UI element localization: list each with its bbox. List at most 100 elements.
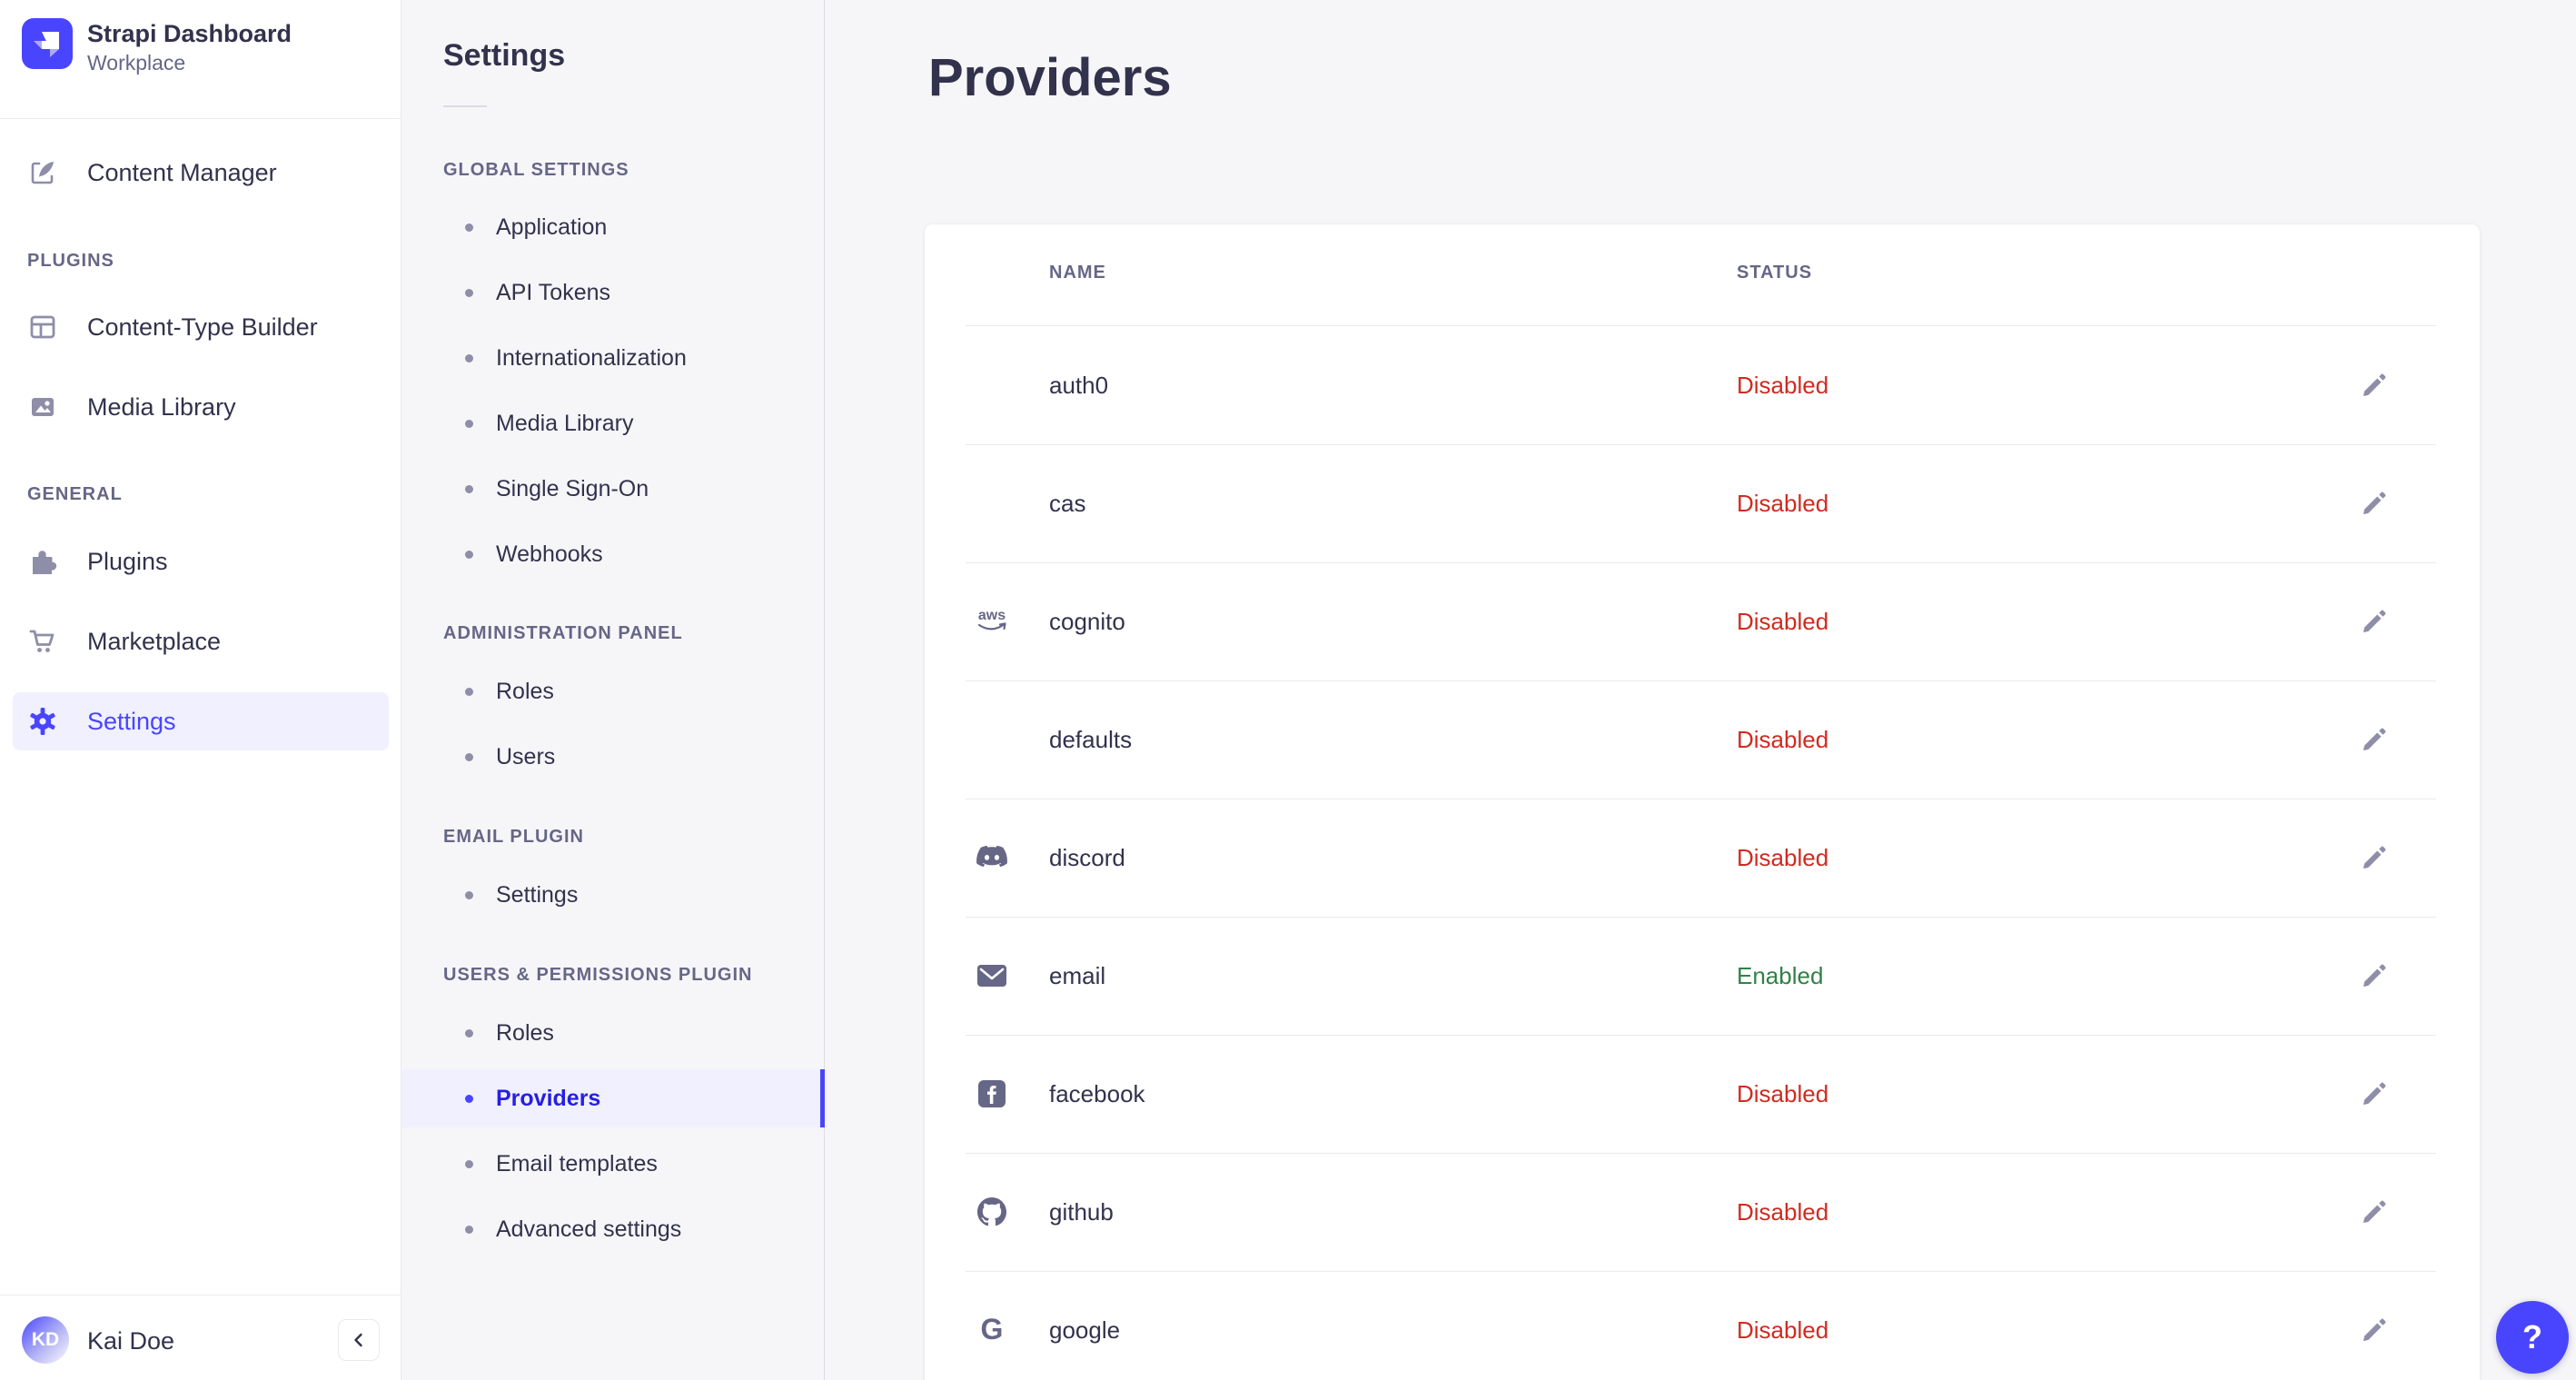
bullet-icon	[465, 1028, 473, 1037]
column-header-name: NAME	[1049, 263, 1106, 283]
table-row-auth0[interactable]: auth0 Disabled	[925, 326, 2480, 444]
bullet-icon	[465, 752, 473, 761]
subnav-item-admin-roles[interactable]: Roles	[401, 662, 825, 720]
edit-pencil-icon[interactable]	[2356, 368, 2391, 402]
edit-pencil-icon[interactable]	[2356, 722, 2391, 757]
edit-pencil-icon[interactable]	[2356, 840, 2391, 875]
bullet-icon	[465, 288, 473, 297]
question-mark-icon: ?	[2522, 1318, 2542, 1355]
subnav-item-up-roles[interactable]: Roles	[401, 1004, 825, 1062]
plugins-puzzle-icon	[27, 546, 58, 577]
row-divider	[966, 1271, 2436, 1272]
subnav-item-api-tokens[interactable]: API Tokens	[401, 263, 825, 322]
sidebar-item-content-type-builder[interactable]: Content-Type Builder	[0, 298, 401, 356]
sidebar-item-label: Media Library	[87, 392, 236, 421]
avatar-initials: KD	[31, 1329, 60, 1350]
subnav-item-admin-users[interactable]: Users	[401, 728, 825, 786]
svg-text:aws: aws	[978, 608, 1006, 623]
github-icon	[972, 1153, 1012, 1271]
content-manager-icon	[27, 157, 58, 188]
chevron-left-icon	[354, 1333, 362, 1347]
edit-pencil-icon[interactable]	[2356, 1195, 2391, 1229]
subnav-item-email-templates[interactable]: Email templates	[401, 1135, 825, 1193]
help-button[interactable]: ?	[2496, 1301, 2569, 1374]
edit-pencil-icon[interactable]	[2356, 1077, 2391, 1111]
subnav-item-email-settings[interactable]: Settings	[401, 866, 825, 924]
subnav-divider	[443, 105, 487, 107]
row-divider	[966, 1035, 2436, 1036]
table-row-facebook[interactable]: facebook Disabled	[925, 1035, 2480, 1153]
status-badge: Disabled	[1737, 1080, 1829, 1107]
sidebar-footer-divider	[0, 1295, 401, 1296]
table-row-discord[interactable]: discord Disabled	[925, 799, 2480, 917]
sidebar-item-label: Content-Type Builder	[87, 313, 318, 341]
subnav-title: Settings	[443, 38, 566, 73]
discord-icon	[972, 799, 1012, 917]
settings-subnav: Settings GLOBAL SETTINGS Application API…	[401, 0, 825, 1380]
table-row-cas[interactable]: cas Disabled	[925, 444, 2480, 562]
email-envelope-icon	[972, 917, 1012, 1035]
status-badge: Disabled	[1737, 1198, 1829, 1226]
subnav-item-providers[interactable]: Providers	[401, 1069, 825, 1127]
content-type-builder-icon	[27, 312, 58, 343]
marketplace-cart-icon	[27, 626, 58, 657]
google-icon: G	[972, 1271, 1012, 1380]
bullet-icon	[465, 353, 473, 362]
status-badge: Enabled	[1737, 962, 1824, 989]
table-row-defaults[interactable]: defaults Disabled	[925, 680, 2480, 799]
status-badge: Disabled	[1737, 372, 1829, 399]
sidebar-item-label: Content Manager	[87, 158, 277, 186]
subnav-item-webhooks[interactable]: Webhooks	[401, 525, 825, 583]
bullet-icon	[465, 484, 473, 493]
sidebar-section-plugins: PLUGINS	[27, 251, 114, 271]
table-row-github[interactable]: github Disabled	[925, 1153, 2480, 1271]
media-library-icon	[27, 392, 58, 422]
edit-pencil-icon[interactable]	[2356, 604, 2391, 639]
subnav-item-application[interactable]: Application	[401, 198, 825, 256]
strapi-logo-icon	[22, 18, 73, 69]
sidebar-item-plugins[interactable]: Plugins	[0, 532, 401, 591]
sidebar-item-media-library[interactable]: Media Library	[0, 378, 401, 436]
bullet-icon	[465, 1225, 473, 1234]
page-title: Providers	[928, 48, 1172, 107]
subnav-item-single-sign-on[interactable]: Single Sign-On	[401, 460, 825, 518]
subnav-item-advanced-settings[interactable]: Advanced settings	[401, 1200, 825, 1258]
status-badge: Disabled	[1737, 490, 1829, 517]
edit-pencil-icon[interactable]	[2356, 958, 2391, 993]
status-badge: Disabled	[1737, 726, 1829, 753]
status-badge: Disabled	[1737, 844, 1829, 871]
collapse-sidebar-button[interactable]	[338, 1319, 380, 1361]
edit-pencil-icon[interactable]	[2356, 486, 2391, 521]
sidebar-item-label: Marketplace	[87, 627, 222, 655]
table-row-email[interactable]: email Enabled	[925, 917, 2480, 1035]
bullet-icon	[465, 687, 473, 696]
status-badge: Disabled	[1737, 608, 1829, 635]
providers-table-card: NAME STATUS auth0 Disabled cas Disabled	[925, 224, 2480, 1380]
row-divider	[966, 917, 2436, 918]
sidebar-item-content-manager[interactable]: Content Manager	[0, 144, 401, 202]
avatar[interactable]: KD	[22, 1316, 69, 1364]
table-row-google[interactable]: G google Disabled	[925, 1271, 2480, 1380]
workspace-name: Workplace	[87, 51, 186, 74]
bullet-icon	[465, 1094, 473, 1103]
bullet-icon	[465, 1159, 473, 1168]
edit-pencil-icon[interactable]	[2356, 1313, 2391, 1347]
settings-gear-icon	[27, 706, 58, 737]
row-divider	[966, 325, 2436, 326]
row-divider	[966, 680, 2436, 681]
sidebar-section-general: GENERAL	[27, 484, 123, 504]
table-row-cognito[interactable]: aws cognito Disabled	[925, 562, 2480, 680]
subnav-section-users-permissions: USERS & PERMISSIONS PLUGIN	[443, 965, 753, 985]
bullet-icon	[465, 419, 473, 428]
sidebar-item-label: Settings	[87, 707, 176, 735]
sidebar-item-settings[interactable]: Settings	[13, 692, 389, 750]
subnav-item-media-library[interactable]: Media Library	[401, 394, 825, 452]
subnav-item-internationalization[interactable]: Internationalization	[401, 329, 825, 387]
row-divider	[966, 562, 2436, 563]
status-badge: Disabled	[1737, 1316, 1829, 1344]
bullet-icon	[465, 550, 473, 559]
bullet-icon	[465, 890, 473, 899]
sidebar-item-marketplace[interactable]: Marketplace	[0, 612, 401, 670]
subnav-section-administration-panel: ADMINISTRATION PANEL	[443, 623, 683, 643]
row-divider	[966, 444, 2436, 445]
